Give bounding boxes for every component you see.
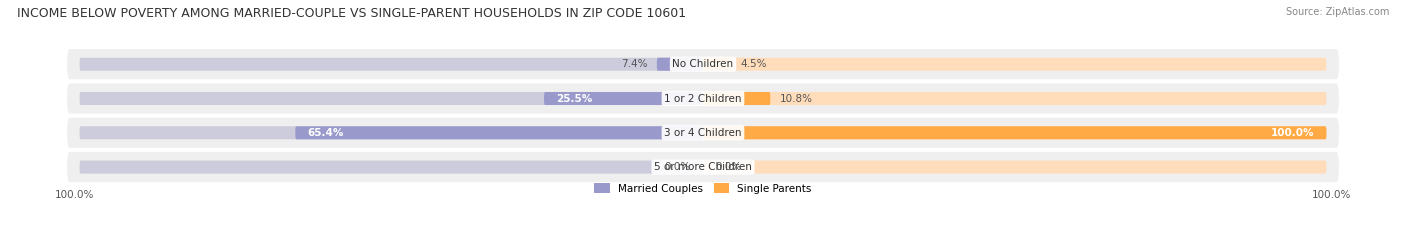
FancyBboxPatch shape [80, 161, 703, 174]
Text: 5 or more Children: 5 or more Children [654, 162, 752, 172]
FancyBboxPatch shape [295, 126, 703, 139]
FancyBboxPatch shape [80, 58, 703, 71]
FancyBboxPatch shape [80, 126, 703, 139]
FancyBboxPatch shape [703, 92, 770, 105]
Text: Source: ZipAtlas.com: Source: ZipAtlas.com [1285, 7, 1389, 17]
Text: 25.5%: 25.5% [557, 93, 593, 103]
Text: 65.4%: 65.4% [308, 128, 344, 138]
FancyBboxPatch shape [67, 152, 1339, 182]
FancyBboxPatch shape [703, 92, 1326, 105]
FancyBboxPatch shape [703, 161, 1326, 174]
FancyBboxPatch shape [703, 58, 1326, 71]
FancyBboxPatch shape [67, 83, 1339, 113]
Text: 100.0%: 100.0% [1271, 128, 1315, 138]
FancyBboxPatch shape [657, 58, 703, 71]
FancyBboxPatch shape [67, 118, 1339, 148]
Text: 100.0%: 100.0% [55, 190, 94, 200]
Text: INCOME BELOW POVERTY AMONG MARRIED-COUPLE VS SINGLE-PARENT HOUSEHOLDS IN ZIP COD: INCOME BELOW POVERTY AMONG MARRIED-COUPL… [17, 7, 686, 20]
Text: No Children: No Children [672, 59, 734, 69]
FancyBboxPatch shape [80, 92, 703, 105]
Text: 7.4%: 7.4% [621, 59, 648, 69]
FancyBboxPatch shape [703, 126, 1326, 139]
Text: 0.0%: 0.0% [716, 162, 742, 172]
Text: 4.5%: 4.5% [741, 59, 766, 69]
Text: 100.0%: 100.0% [1312, 190, 1351, 200]
Text: 3 or 4 Children: 3 or 4 Children [664, 128, 742, 138]
Legend: Married Couples, Single Parents: Married Couples, Single Parents [591, 179, 815, 198]
Text: 10.8%: 10.8% [780, 93, 813, 103]
FancyBboxPatch shape [703, 126, 1326, 139]
FancyBboxPatch shape [67, 49, 1339, 79]
Text: 1 or 2 Children: 1 or 2 Children [664, 93, 742, 103]
FancyBboxPatch shape [544, 92, 703, 105]
FancyBboxPatch shape [703, 58, 731, 71]
Text: 0.0%: 0.0% [664, 162, 690, 172]
